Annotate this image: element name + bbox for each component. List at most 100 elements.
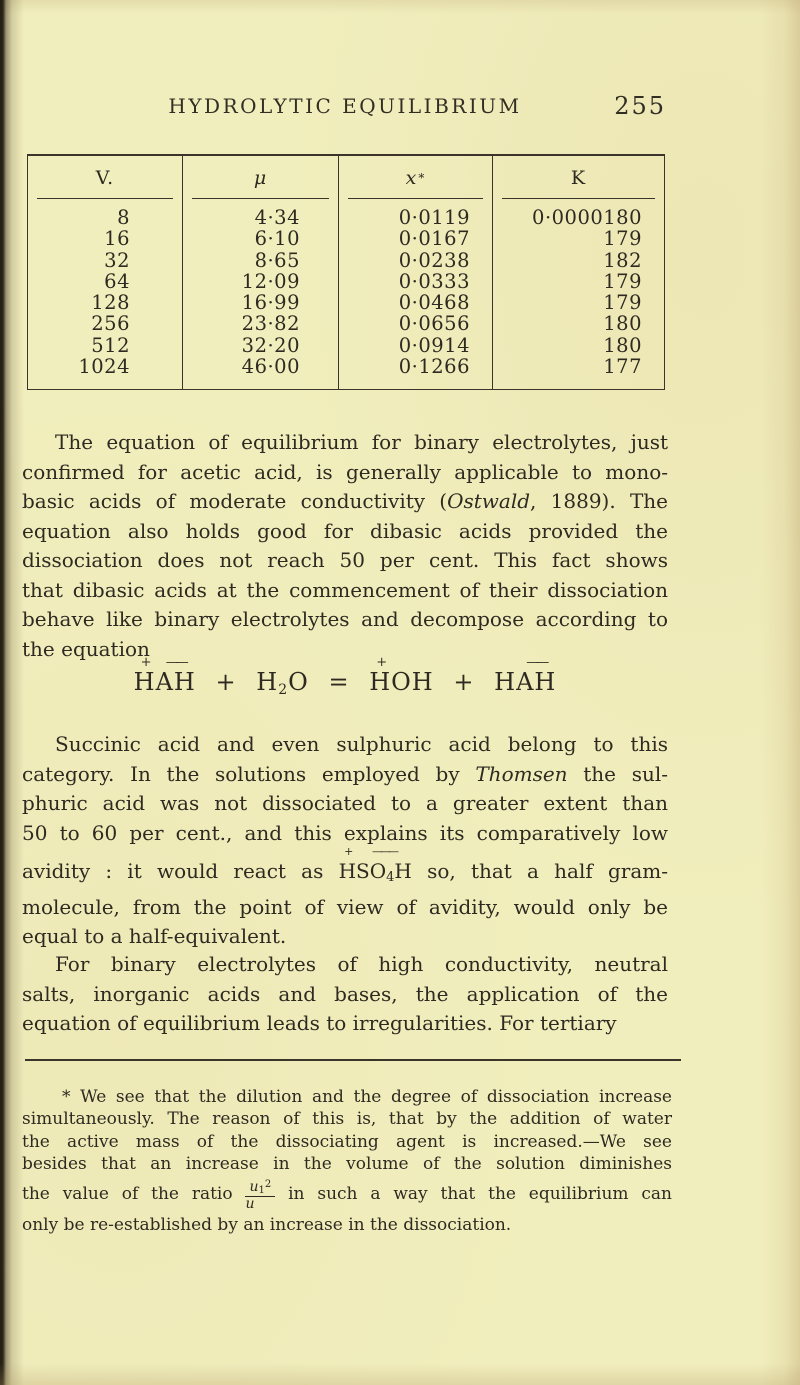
negative-charge-mark: ——— (371, 845, 399, 858)
cell-x: 0·1266 (339, 356, 493, 390)
cell-v: 32 (28, 249, 183, 271)
text-line: the equation (22, 636, 150, 661)
paragraph-3: For binary electrolytes of high conducti… (22, 950, 668, 1039)
text-line: category. In the solutions employed by T… (22, 761, 668, 786)
cell-k: 179 (603, 291, 642, 315)
table-row: 512 32·20 0·0914 180 (28, 333, 664, 357)
ion-hoh: + H (369, 655, 392, 696)
table-header-row: V. μ x * K (28, 156, 664, 199)
column-header-mu: μ (183, 156, 339, 199)
cell-x: 0·0333 (339, 271, 493, 292)
cell-k: 180 (603, 312, 642, 336)
text-line: basic acids of moderate conductivity (Os… (22, 489, 668, 513)
page-edge-shadow-bottom (0, 1363, 800, 1385)
column-header-v: V. (28, 156, 183, 199)
column-header-k: K (493, 156, 664, 199)
positive-charge-mark: + (140, 655, 152, 670)
cell-x: 0·0656 (339, 313, 493, 335)
water-formula: H2O (256, 668, 309, 698)
footnote-line: simultaneously. The reason of this is, t… (22, 1109, 672, 1130)
footnote-separator-rule (25, 1059, 681, 1061)
footnote-line: the active mass of the dissociating agen… (22, 1131, 672, 1152)
text-line: molecule, from the point of view of avid… (22, 894, 668, 919)
negative-charge-mark: —— (165, 655, 189, 670)
text-line: that dibasic acids at the commencement o… (22, 577, 668, 602)
text-line: dissociation does not reach 50 per cent.… (22, 548, 668, 572)
table-row: 8 4·34 0·0119 0·0000180 (28, 199, 664, 229)
positive-charge-mark: + (344, 845, 353, 858)
plus-operator: + (453, 668, 475, 696)
page-edge-shadow-right (760, 0, 800, 1385)
author-name: Thomsen (475, 761, 568, 786)
footnote-line: * We see that the dilution and the degre… (62, 1087, 672, 1107)
text-line: equation also holds good for dibasic aci… (22, 518, 668, 543)
footnote-line: the value of the ratio u12 u in such a wa… (22, 1178, 672, 1212)
text-line: salts, inorganic acids and bases, the ap… (22, 981, 668, 1006)
cell-mu: 6·10 (183, 228, 339, 250)
positive-charge-mark: + (376, 655, 387, 670)
plus-operator: + (215, 668, 237, 696)
footnote: * We see that the dilution and the degre… (22, 1086, 672, 1236)
text-line: equal to a half-equivalent. (22, 924, 287, 948)
equilibrium-data-table: V. μ x * K 8 4·34 0·0119 0·0000180 16 6·1… (27, 154, 665, 391)
cell-x: 0·0167 (339, 228, 493, 250)
cell-x: 0·0914 (339, 334, 493, 356)
ion-hso4h-formula: + H ——— SO4H (338, 845, 412, 885)
ratio-fraction: u12 u (245, 1179, 276, 1212)
cell-mu: 12·09 (183, 271, 339, 292)
cell-k: 179 (603, 269, 642, 293)
cell-v: 128 (28, 292, 183, 313)
ion-hah-right: H (494, 668, 517, 696)
cell-v: 8 (28, 199, 183, 229)
footnote-line: only be re-established by an increase in… (22, 1215, 512, 1236)
text-line: Succinic acid and even sulphuric acid be… (55, 732, 668, 756)
text-line: 50 to 60 per cent., and this explains it… (22, 820, 668, 845)
cell-x: 0·0119 (339, 199, 493, 229)
table-row: 32 8·65 0·0238 182 (28, 248, 664, 272)
cell-x: 0·0468 (339, 292, 493, 313)
running-head-title: HYDROLYTIC EQUILIBRIUM (168, 94, 522, 118)
cell-mu: 23·82 (183, 313, 339, 335)
text-line: phuric acid was not dissociated to a gre… (22, 791, 668, 815)
cell-v: 64 (28, 271, 183, 292)
text-line: For binary electrolytes of high conducti… (55, 952, 668, 976)
page-number: 255 (614, 92, 666, 120)
table-row: 128 16·99 0·0468 179 (28, 291, 664, 315)
footnote-line: besides that an increase in the volume o… (22, 1154, 672, 1175)
cell-v: 512 (28, 334, 183, 356)
page-edge-shadow-left (0, 0, 24, 1385)
cell-mu: 32·20 (183, 334, 339, 356)
footnote-asterisk-marker: * (418, 170, 426, 185)
text-line: behave like binary electrolytes and deco… (22, 607, 668, 631)
cell-k: 179 (603, 227, 642, 251)
paragraph-2: Succinic acid and even sulphuric acid be… (22, 730, 668, 952)
table-row: 16 6·10 0·0167 179 (28, 227, 664, 251)
table-row: 256 23·82 0·0656 180 (28, 312, 664, 336)
text-line: The equation of equilibrium for binary e… (55, 430, 668, 454)
cell-k: 0·0000180 (532, 206, 642, 229)
chemical-equation: + H —— AH + H2O = + HOH + H —— AH (133, 655, 557, 698)
paragraph-1: The equation of equilibrium for binary e… (22, 428, 668, 664)
ion-hah-left: + H (133, 655, 156, 696)
table-row: 64 12·09 0·0333 179 (28, 269, 664, 293)
cell-mu: 16·99 (183, 292, 339, 313)
cell-mu: 46·00 (183, 356, 339, 390)
cell-v: 1024 (28, 356, 183, 390)
page-edge-shadow-top (0, 0, 800, 14)
cell-k: 182 (603, 248, 642, 272)
column-header-x: x * (339, 156, 493, 199)
cell-mu: 8·65 (183, 249, 339, 271)
author-name: Ostwald (447, 489, 531, 513)
cell-x: 0·0238 (339, 249, 493, 271)
table-row: 1024 46·00 0·1266 177 (28, 355, 664, 390)
text-line: avidity : it would react as + H ——— SO4H so… (22, 845, 668, 885)
cell-mu: 4·34 (183, 199, 339, 229)
cell-v: 16 (28, 228, 183, 250)
cell-k: 177 (603, 355, 642, 379)
cell-k: 180 (603, 333, 642, 357)
equals-sign: = (328, 668, 350, 696)
text-line: equation of equilibrium leads to irregul… (22, 1011, 617, 1035)
cell-v: 256 (28, 313, 183, 335)
negative-charge-mark: —— (526, 655, 549, 670)
